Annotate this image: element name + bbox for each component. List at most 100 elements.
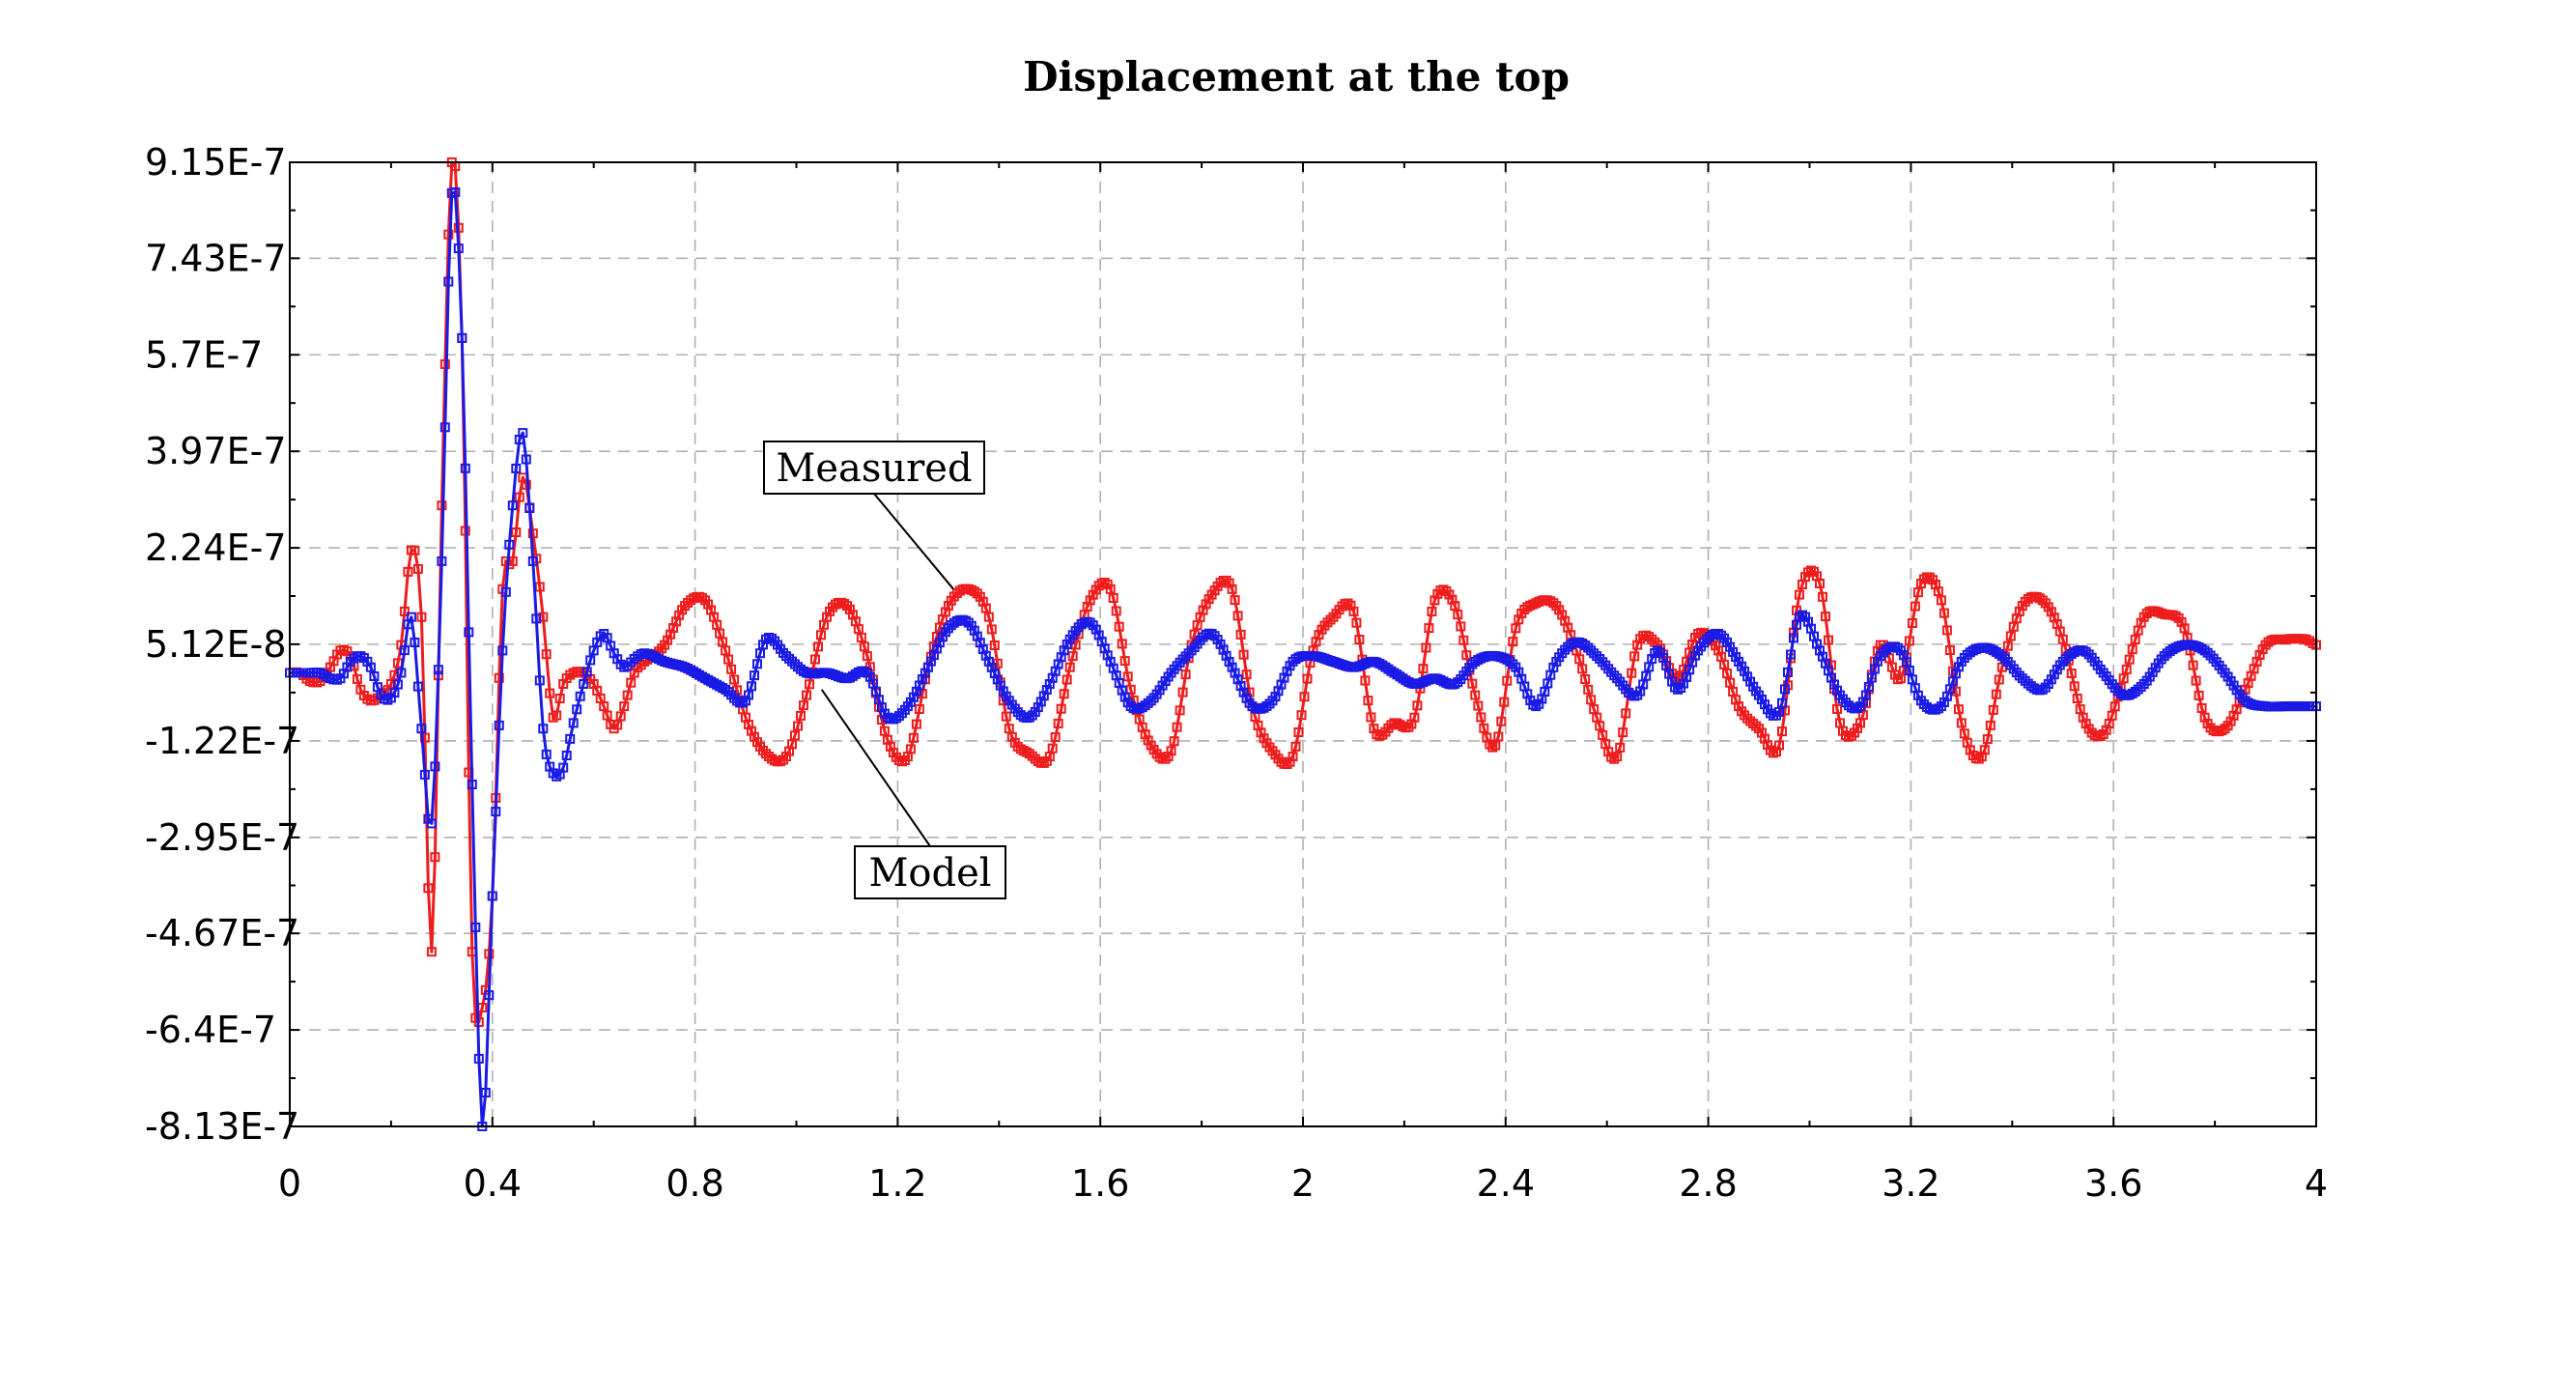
data-point-measured [1412, 700, 1423, 711]
data-point-measured [1936, 595, 1946, 606]
data-point-measured [1719, 659, 1730, 669]
grid-lines [290, 162, 2316, 1126]
data-point-model [1863, 681, 1874, 692]
data-point-measured [879, 726, 890, 736]
annotation-leader-model [820, 689, 931, 847]
data-point-model [568, 718, 579, 728]
data-point-measured [1994, 674, 2004, 685]
data-point-measured [1907, 618, 1917, 628]
plot-frame [289, 161, 2317, 1127]
data-point-model [470, 922, 481, 932]
data-point-measured [1985, 720, 1996, 730]
data-point-measured [805, 679, 814, 690]
data-point-measured [2118, 673, 2129, 684]
data-point-model [412, 681, 423, 692]
data-point-measured [1067, 651, 1078, 662]
data-point-measured [602, 710, 612, 721]
data-point-measured [1832, 704, 1842, 714]
x-tick-labels: 0 0.4 0.8 1.2 1.6 2 2.4 2.8 3.2 3.6 4 [278, 1162, 2328, 1205]
data-point-measured [1618, 727, 1628, 738]
data-point-measured [986, 624, 997, 635]
data-point-measured [416, 612, 427, 622]
data-point-model [1044, 679, 1055, 689]
y-tick-label: -8.13E-7 [145, 1105, 299, 1148]
data-point-measured [1577, 664, 1588, 674]
data-point-measured [1496, 716, 1507, 726]
data-point-model [1777, 698, 1787, 708]
data-point-measured [859, 641, 869, 652]
y-tick-labels: 9.15E-7 7.43E-7 5.7E-7 3.97E-7 2.24E-7 5.12E-… [145, 141, 299, 1148]
data-point-measured [1574, 654, 1585, 665]
data-point-model [738, 698, 749, 708]
data-point-measured [615, 711, 626, 722]
data-point-measured [1296, 710, 1307, 721]
data-point-model [752, 659, 762, 669]
data-point-measured [2188, 660, 2198, 670]
data-point-model [565, 733, 576, 744]
data-point-measured [1447, 594, 1458, 605]
data-point-model [443, 276, 454, 287]
data-point-measured [2005, 631, 2016, 641]
data-point-measured [1053, 718, 1063, 728]
data-point-model [494, 720, 504, 730]
data-point-measured [1583, 684, 1594, 695]
data-point-measured [1047, 743, 1058, 754]
data-point-measured [1939, 608, 1949, 618]
data-point-model [491, 807, 501, 817]
x-tick-label: 1.2 [868, 1162, 926, 1205]
data-point-measured [527, 528, 538, 539]
data-point-measured [1348, 606, 1359, 616]
annotation-box-model [854, 845, 1006, 899]
x-tick-label: 4 [2305, 1162, 2328, 1205]
data-point-measured [983, 612, 994, 622]
data-point-measured [1493, 731, 1504, 742]
data-point-model [511, 463, 522, 473]
data-point-measured [1001, 711, 1011, 722]
data-point-model [1780, 684, 1790, 695]
data-point-model [410, 638, 420, 647]
data-point-measured [1450, 601, 1460, 612]
data-point-model [365, 662, 376, 672]
data-point-measured [1595, 721, 1605, 731]
y-tick-label: -2.95E-7 [145, 816, 299, 859]
data-point-measured [1598, 729, 1608, 740]
data-point-measured [1458, 635, 1469, 645]
data-point-measured [1453, 610, 1463, 620]
data-point-measured [908, 732, 919, 743]
data-point-measured [1418, 664, 1429, 674]
data-point-measured [1777, 726, 1787, 737]
data-point-model [437, 555, 447, 566]
data-point-measured [1227, 584, 1237, 594]
data-point-model [1641, 670, 1652, 681]
data-point-measured [1064, 662, 1075, 672]
data-point-measured [793, 721, 803, 731]
data-point-measured [1166, 746, 1176, 756]
data-point-measured [1230, 595, 1240, 606]
data-point-measured [2109, 701, 2120, 712]
data-point-measured [980, 603, 991, 613]
data-point-measured [1299, 692, 1310, 702]
data-point-model [747, 681, 756, 692]
data-point-measured [1473, 700, 1484, 711]
data-point-model [392, 679, 403, 690]
data-point-measured [1467, 678, 1478, 689]
data-point-model [396, 668, 407, 678]
data-point-measured [1979, 745, 1990, 755]
annotation-label-measured: Measured [776, 446, 972, 491]
data-point-measured [1290, 741, 1301, 752]
y-tick-label: 2.24E-7 [145, 527, 287, 569]
data-point-measured [1366, 712, 1376, 723]
data-point-measured [1944, 645, 1955, 655]
data-point-measured [1722, 669, 1733, 679]
data-point-model [507, 500, 518, 511]
data-point-measured [1108, 593, 1118, 603]
data-point-measured [1956, 718, 1967, 728]
data-point-measured [1427, 607, 1437, 616]
data-point-measured [2002, 641, 2013, 651]
data-point-measured [1180, 669, 1191, 680]
data-point-measured [1175, 705, 1185, 716]
data-point-measured [423, 883, 434, 894]
data-point-measured [1421, 642, 1431, 653]
data-point-model [572, 704, 582, 715]
